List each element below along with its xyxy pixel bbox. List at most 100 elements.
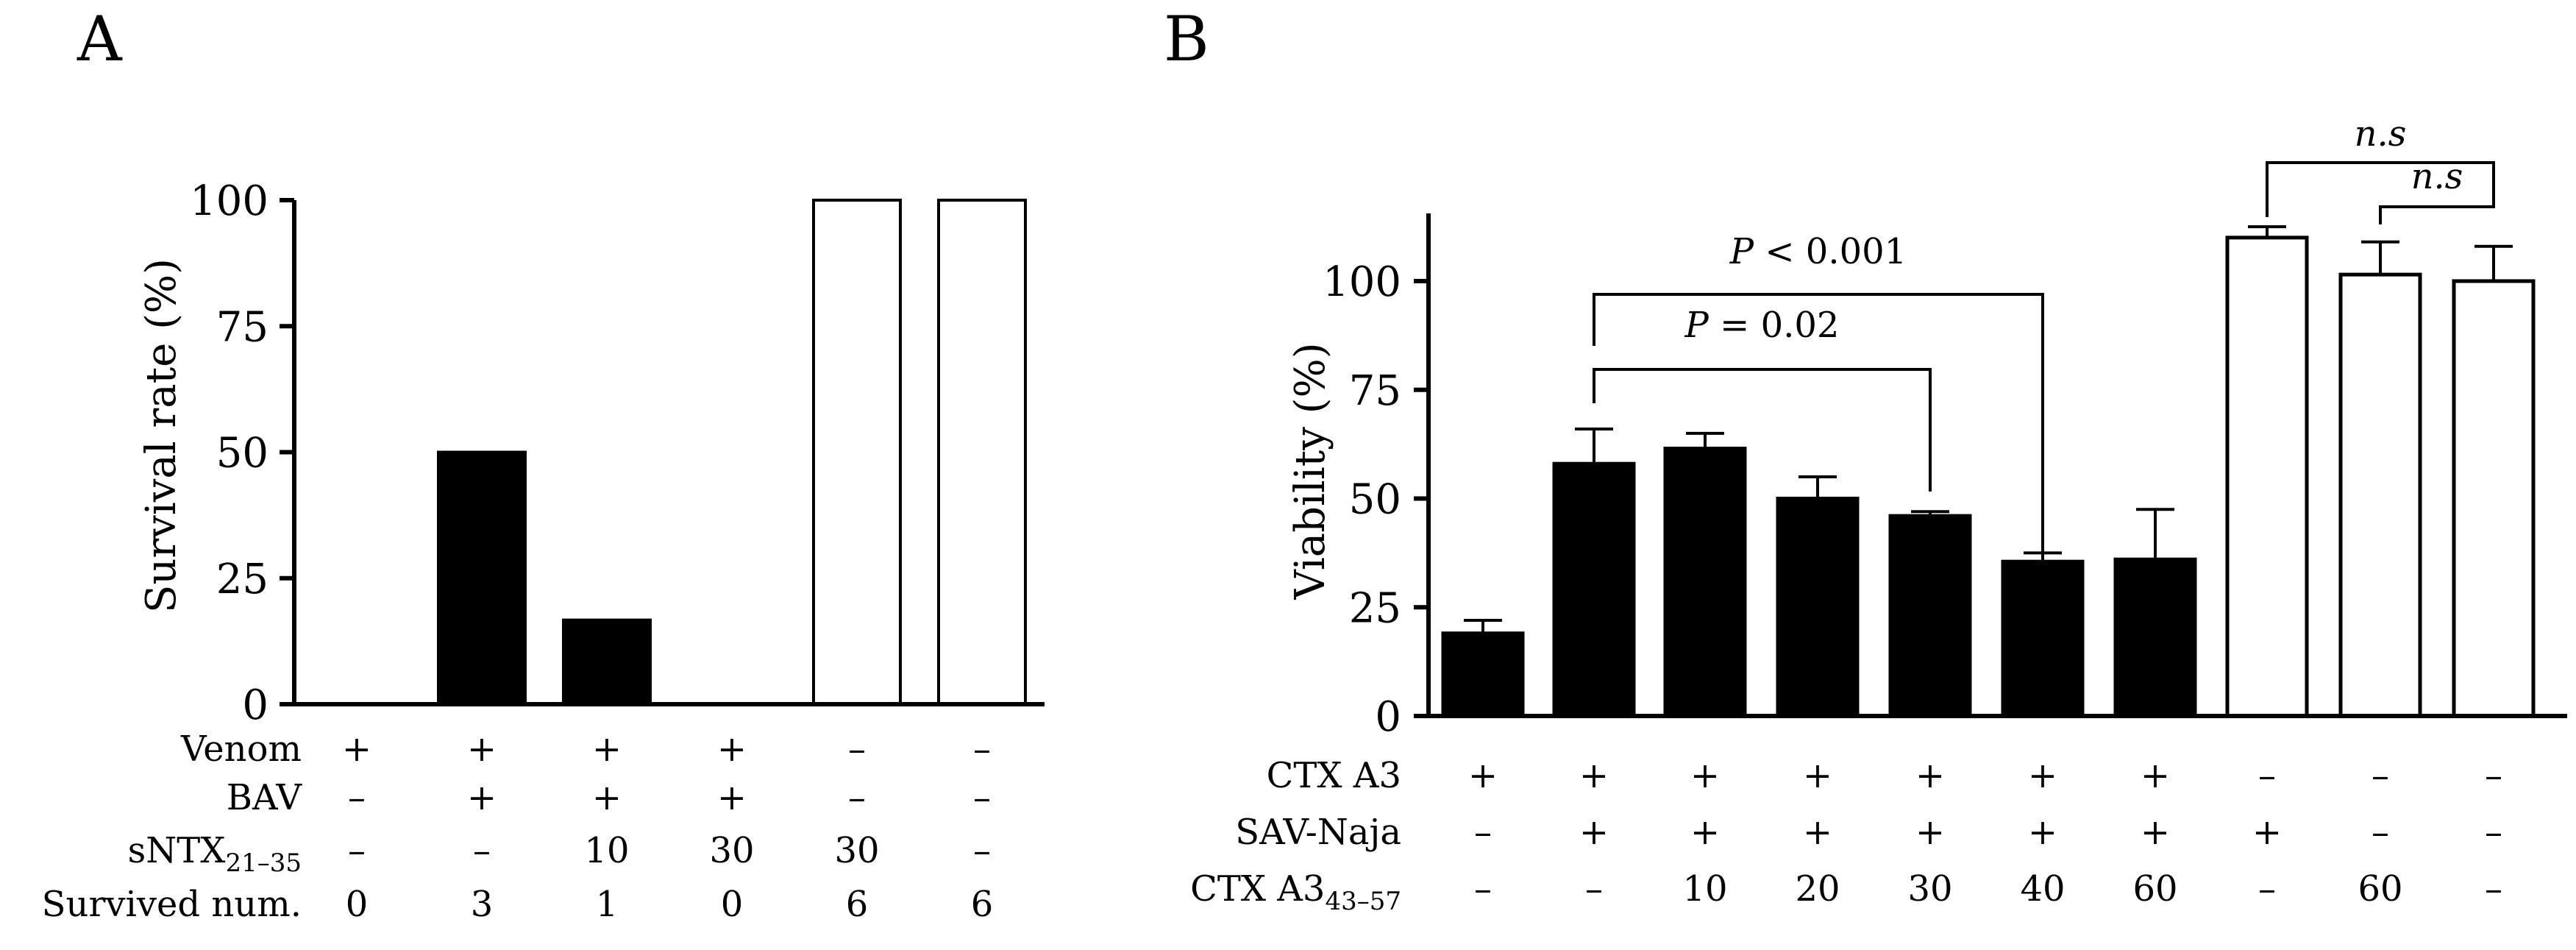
- panel-b-significance-bracket: [1593, 293, 2044, 570]
- panel-b-condition-value: +: [1803, 812, 1832, 853]
- panel-b-y-axis-title: Viability (%): [1287, 342, 1334, 600]
- panel-a-condition-value: –: [848, 777, 866, 818]
- panel-b-condition-value: +: [2252, 812, 2282, 853]
- panel-b-bar: [1663, 447, 1747, 718]
- panel-b-significance-label: n.s: [2411, 156, 2463, 197]
- panel-b-condition-value: +: [1579, 755, 1609, 796]
- panel-b-condition-label: CTX A3: [1267, 755, 1401, 796]
- panel-a-condition-value: –: [848, 729, 866, 770]
- panel-b-condition-name: CTX A3: [1267, 755, 1401, 796]
- panel-b-condition-value: –: [2372, 812, 2389, 853]
- panel-b-y-tick-label: 50: [1349, 476, 1401, 524]
- panel-b-significance-bracket: [2379, 184, 2495, 224]
- panel-a-condition-value: +: [342, 729, 371, 770]
- panel-b-condition-value: 10: [1682, 868, 1727, 910]
- panel-b-significance-p: P: [1729, 231, 1754, 272]
- panel-a-condition-label: Survived num.: [42, 884, 302, 925]
- panel-a-condition-value: +: [717, 729, 747, 770]
- panel-a-condition-value: +: [717, 777, 747, 818]
- panel-b-bar: [1552, 461, 1636, 718]
- panel-b-condition-value: 60: [2132, 868, 2177, 910]
- panel-b-condition-value: 30: [1907, 868, 1952, 910]
- panel-a-condition-name: Venom: [180, 729, 302, 770]
- panel-b-condition-value: +: [2141, 755, 2170, 796]
- panel-a-condition-value: 6: [846, 884, 869, 925]
- panel-b-condition-name: CTX A3: [1190, 868, 1325, 910]
- panel-b-condition-value: +: [2028, 812, 2057, 853]
- panel-b-condition-value: 60: [2358, 868, 2402, 910]
- panel-a-condition-value: –: [348, 777, 366, 818]
- panel-b-condition-value: –: [1474, 868, 1492, 910]
- panel-a-y-tick-label: 25: [216, 556, 268, 603]
- panel-b-condition-value: –: [1474, 812, 1492, 853]
- panel-a-condition-value: 10: [584, 830, 629, 871]
- panel-b-condition-value: –: [2485, 755, 2502, 796]
- panel-b-condition-value: +: [1579, 812, 1609, 853]
- panel-b-condition-value: +: [1690, 755, 1720, 796]
- panel-b-condition-value: –: [2258, 868, 2276, 910]
- panel-b-bar: [1441, 631, 1525, 718]
- panel-a-condition-value: –: [973, 777, 991, 818]
- panel-b-significance-label: P < 0.001: [1729, 231, 1907, 272]
- panel-b-condition-value: –: [2258, 755, 2276, 796]
- panel-b-condition-label: CTX A343–57: [1190, 868, 1401, 916]
- panel-b-condition-value: +: [2028, 755, 2057, 796]
- panel-b-condition-value: –: [1585, 868, 1603, 910]
- panel-a-condition-value: 1: [596, 884, 619, 925]
- panel-b-condition-value: +: [2141, 812, 2170, 853]
- panel-a-y-axis-title: Survival rate (%): [138, 258, 185, 613]
- panel-b-bar: [1888, 514, 1972, 718]
- panel-b-condition-value: –: [2372, 755, 2389, 796]
- panel-a-bar: [562, 618, 652, 706]
- panel-a-condition-label: Venom: [180, 729, 302, 770]
- panel-b-condition-label: SAV-Naja: [1235, 812, 1401, 853]
- panel-b-bar: [2338, 272, 2422, 718]
- panel-b-y-tick-label: 0: [1375, 693, 1401, 741]
- panel-a-condition-value: –: [348, 830, 366, 871]
- panel-b-condition-value: +: [1690, 812, 1720, 853]
- panel-b-condition-name: SAV-Naja: [1235, 812, 1401, 853]
- panel-a-condition-name: BAV: [227, 777, 303, 818]
- panel-b-condition-value: –: [2485, 868, 2502, 910]
- panel-b-condition-value: 40: [2020, 868, 2065, 910]
- panel-a-condition-value: +: [467, 729, 497, 770]
- panel-b-bar: [2113, 557, 2197, 718]
- panel-a-y-tick-label: 75: [216, 303, 268, 351]
- panel-a-condition-label: BAV: [227, 777, 303, 818]
- panel-b-condition-value: +: [1915, 812, 1945, 853]
- panel-b-condition-value: +: [1803, 755, 1832, 796]
- panel-b-bar: [2225, 235, 2309, 718]
- panel-a-condition-value: +: [592, 777, 622, 818]
- panel-b-condition-subscript: 43–57: [1325, 887, 1401, 916]
- panel-a-letter: A: [77, 3, 123, 75]
- panel-b-condition-value: +: [1468, 755, 1498, 796]
- panel-b-significance-bracket: [1593, 368, 1932, 492]
- panel-b-significance-label: P = 0.02: [1684, 305, 1840, 346]
- panel-b-condition-value: 20: [1795, 868, 1840, 910]
- panel-b-significance-value: < 0.001: [1754, 231, 1907, 272]
- panel-b-significance-bracket: [2266, 161, 2495, 217]
- panel-a-y-tick-label: 0: [242, 681, 268, 729]
- panel-a-condition-value: –: [973, 830, 991, 871]
- panel-b-y-tick-label: 25: [1349, 584, 1401, 632]
- panel-b-letter: B: [1164, 3, 1209, 75]
- panel-a-condition-value: +: [592, 729, 622, 770]
- panel-b-condition-value: +: [1915, 755, 1945, 796]
- panel-a-y-tick-label: 50: [216, 430, 268, 478]
- panel-a-condition-value: 0: [721, 884, 744, 925]
- panel-a-bar: [937, 199, 1027, 706]
- panel-b-condition-value: –: [2485, 812, 2502, 853]
- panel-a-condition-value: 0: [346, 884, 369, 925]
- panel-b-significance-value: = 0.02: [1709, 305, 1840, 346]
- panel-a-condition-value: 6: [971, 884, 994, 925]
- panel-b-y-tick-label: 100: [1323, 258, 1401, 306]
- panel-a-condition-value: –: [973, 729, 991, 770]
- panel-a-condition-value: –: [473, 830, 491, 871]
- panel-b-significance-label: n.s: [2355, 113, 2407, 155]
- panel-a-condition-value: 30: [709, 830, 754, 871]
- panel-a-y-tick-label: 100: [190, 177, 268, 225]
- panel-a-condition-value: 30: [834, 830, 879, 871]
- panel-b-y-tick-label: 75: [1349, 367, 1401, 415]
